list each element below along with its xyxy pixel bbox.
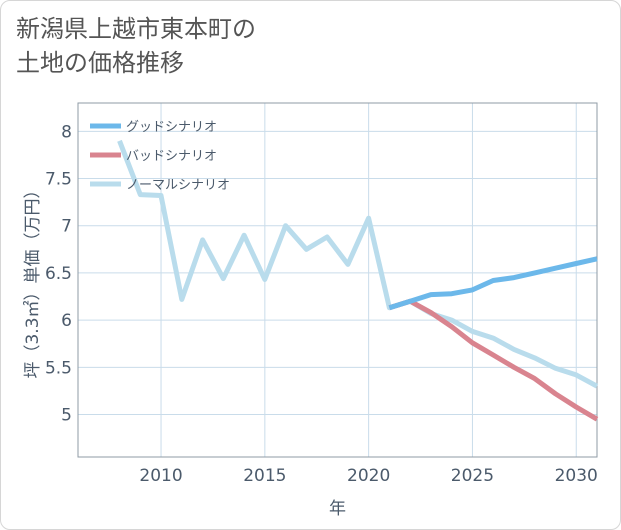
legend-label-1: バッドシナリオ [126, 149, 217, 164]
y-tick-label: 5.5 [45, 358, 72, 378]
x-tick-label: 2025 [451, 466, 494, 486]
x-tick-label: 2020 [347, 466, 390, 486]
y-axis-label: 坪（3.3㎡）単価（万円） [23, 181, 43, 378]
series-line-2 [117, 139, 599, 389]
chart-title: 新潟県上越市東本町の 土地の価格推移 [16, 12, 376, 80]
y-tick-label: 6 [61, 311, 72, 331]
y-tick-label: 8 [61, 122, 72, 142]
x-tick-label: 2010 [139, 466, 182, 486]
y-tick-label: 7.5 [45, 170, 72, 190]
chart-title-line-2: 土地の価格推移 [16, 49, 184, 77]
chart-title-line-1: 新潟県上越市東本町の [16, 15, 256, 43]
y-tick-label: 6.5 [45, 264, 72, 284]
x-tick-label: 2015 [243, 466, 286, 486]
x-tick-label: 2030 [555, 466, 598, 486]
grid [78, 103, 597, 457]
series-line-1 [388, 298, 599, 422]
y-tick-label: 7 [61, 217, 72, 237]
y-tick-label: 5 [61, 406, 72, 426]
plot-frame [77, 102, 598, 458]
tick-labels: 2010 2015 2020 2025 2030 5 5.5 6 6.5 7 7.5 8 [45, 122, 598, 486]
x-axis-label: 年 [329, 499, 346, 519]
series-lines [117, 139, 599, 422]
legend-label-2: ノーマルシナリオ [126, 178, 230, 193]
legend-label-0: グッドシナリオ [126, 120, 217, 135]
series-line-0 [388, 256, 598, 311]
